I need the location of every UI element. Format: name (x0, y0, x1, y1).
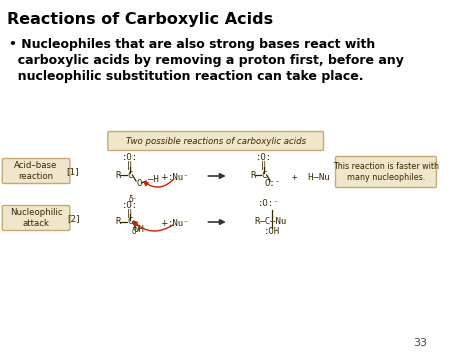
Text: C: C (261, 170, 266, 180)
Text: :O:: :O: (121, 153, 137, 162)
FancyBboxPatch shape (2, 158, 70, 184)
Text: :O:⁻: :O:⁻ (258, 200, 279, 208)
Text: +: + (160, 174, 168, 182)
Text: +: + (160, 219, 168, 229)
Text: R: R (250, 170, 255, 180)
Text: δ⁻: δ⁻ (129, 196, 137, 204)
Text: [2]: [2] (67, 214, 80, 224)
Text: OH: OH (134, 225, 144, 235)
Text: —H: —H (148, 175, 159, 185)
Text: :Nu⁻: :Nu⁻ (168, 174, 190, 182)
Text: :O:: :O: (121, 202, 137, 211)
FancyBboxPatch shape (2, 206, 70, 230)
Text: R–C–Nu: R–C–Nu (255, 218, 287, 226)
Text: :O:: :O: (256, 153, 272, 162)
Text: ‖: ‖ (127, 160, 132, 169)
Text: C: C (127, 170, 132, 180)
Text: O: O (136, 179, 142, 187)
Text: carboxylic acids by removing a proton first, before any: carboxylic acids by removing a proton fi… (9, 54, 404, 67)
Text: +  H–Nu: + H–Nu (292, 174, 329, 182)
Text: C: C (127, 218, 132, 226)
Text: δ⁺: δ⁺ (131, 226, 140, 235)
Text: Acid–base
reaction: Acid–base reaction (14, 161, 58, 181)
Text: :Nu⁻: :Nu⁻ (168, 219, 190, 229)
Text: [1]: [1] (67, 168, 80, 176)
Text: ‖: ‖ (127, 208, 132, 218)
Text: O:⁻: O:⁻ (265, 179, 281, 187)
Text: nucleophilic substitution reaction can take place.: nucleophilic substitution reaction can t… (9, 70, 364, 83)
Text: :OH: :OH (264, 228, 280, 236)
Text: R: R (116, 170, 121, 180)
Text: Nucleophilic
attack: Nucleophilic attack (10, 208, 63, 228)
FancyBboxPatch shape (108, 131, 323, 151)
Text: ‖: ‖ (261, 160, 266, 169)
Text: Reactions of Carboxylic Acids: Reactions of Carboxylic Acids (8, 12, 273, 27)
Text: 33: 33 (414, 338, 428, 348)
Text: This reaction is faster with
many nucleophiles.: This reaction is faster with many nucleo… (333, 162, 439, 182)
Text: R: R (116, 218, 121, 226)
Text: • Nucleophiles that are also strong bases react with: • Nucleophiles that are also strong base… (9, 38, 375, 51)
FancyBboxPatch shape (336, 157, 437, 187)
Text: Two possible reactions of carboxylic acids: Two possible reactions of carboxylic aci… (126, 137, 306, 146)
